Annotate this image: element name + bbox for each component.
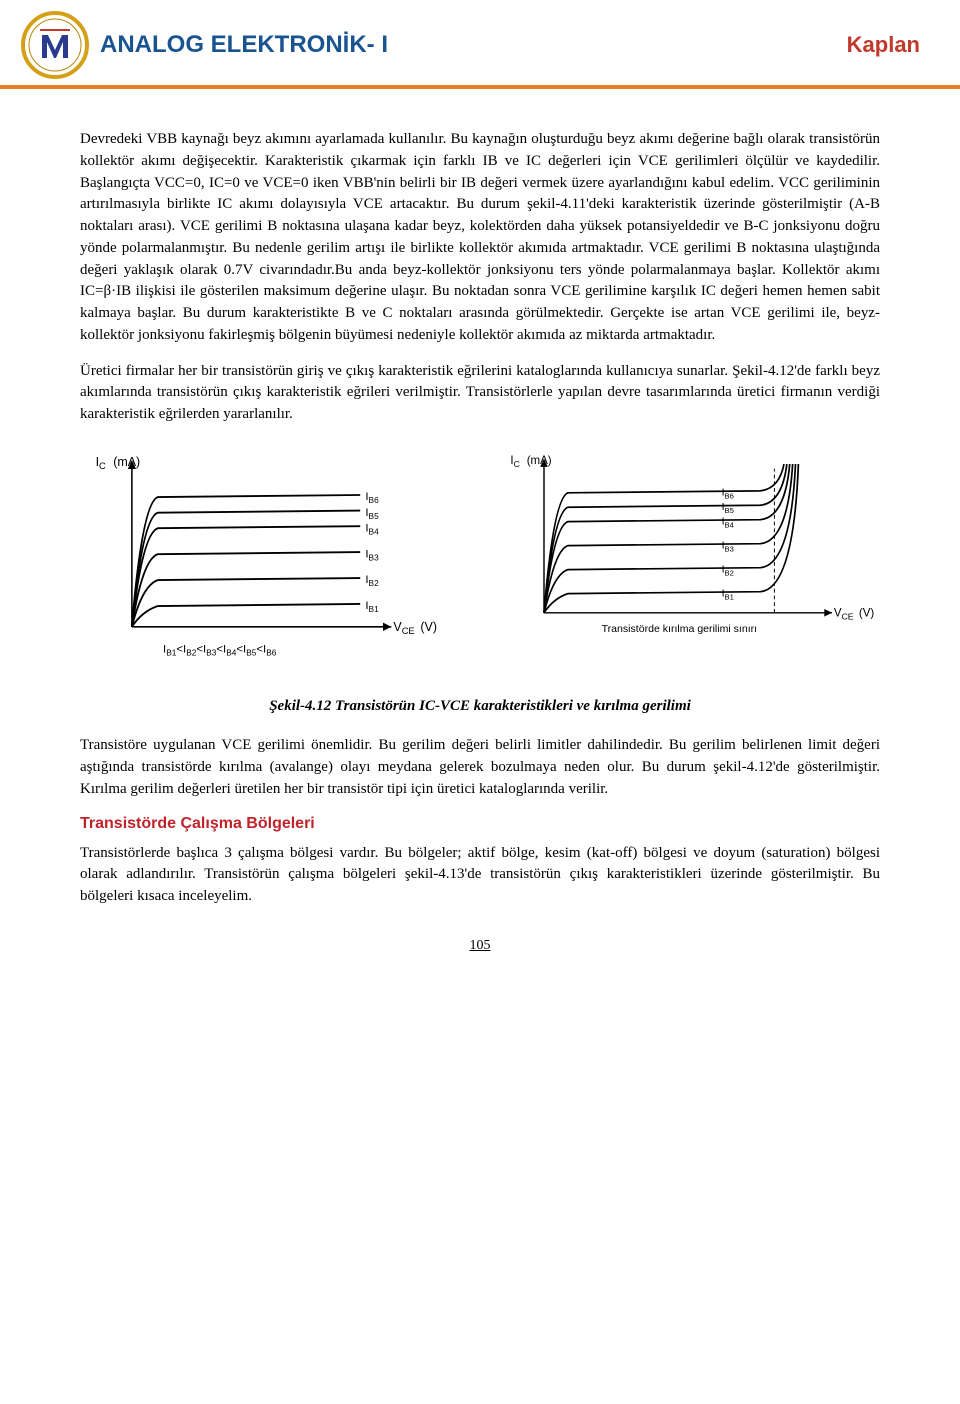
chart-right: IC (mA) VCE (V) IB6IB5IB4 IB3 IB2 IB1 Transist… — [496, 440, 880, 679]
figure-caption: Şekil-4.12 Transistörün IC-VCE karakteri… — [80, 698, 880, 715]
svg-text:IB2: IB2 — [365, 574, 379, 588]
svg-text:IB5: IB5 — [722, 501, 734, 515]
svg-text:VCE: VCE — [393, 620, 414, 636]
svg-text:IB1<IB2<IB3<IB4<IB5<IB6: IB1<IB2<IB3<IB4<IB5<IB6 — [163, 643, 277, 657]
svg-text:(mA): (mA) — [527, 455, 552, 467]
header-left: ANALOG ELEKTRONİK- I — [20, 10, 388, 80]
svg-text:IB1: IB1 — [722, 587, 734, 601]
svg-text:Transistörde kırılma gerilimi: Transistörde kırılma gerilimi sınırı — [602, 623, 758, 635]
svg-text:IC: IC — [510, 455, 519, 469]
svg-text:IB4: IB4 — [365, 522, 379, 536]
svg-text:IB2: IB2 — [722, 563, 734, 577]
author-name: Kaplan — [847, 32, 920, 58]
svg-text:IB6: IB6 — [722, 486, 734, 500]
paragraph-2: Üretici firmalar her bir transistörün gi… — [80, 361, 880, 426]
paragraph-4: Transistörlerde başlıca 3 çalışma bölges… — [80, 843, 880, 908]
paragraph-3: Transistöre uygulanan VCE gerilimi öneml… — [80, 735, 880, 800]
page-content: Devredeki VBB kaynağı beyz akımını ayarl… — [0, 89, 960, 974]
svg-text:IB3: IB3 — [365, 548, 379, 562]
chart-left: IC (mA) VCE (V) IB6 IB5IB4 IB3 IB2 IB1 IB1<IB2<… — [80, 440, 464, 679]
svg-text:IB6: IB6 — [365, 491, 379, 505]
svg-text:IB1: IB1 — [365, 600, 379, 614]
figures-row: IC (mA)VCE (V)IB6IB5IB4IB3IB2IB1IB1<IB2<… — [80, 440, 880, 679]
university-logo-icon — [20, 10, 90, 80]
svg-text:(V): (V) — [859, 607, 875, 619]
svg-text:IB3: IB3 — [722, 539, 734, 553]
svg-text:IB4: IB4 — [722, 515, 735, 529]
paragraph-1: Devredeki VBB kaynağı beyz akımını ayarl… — [80, 129, 880, 347]
svg-text:IB5: IB5 — [365, 507, 379, 521]
course-title: ANALOG ELEKTRONİK- I — [100, 31, 388, 59]
svg-text:VCE: VCE — [834, 607, 854, 621]
svg-text:(mA): (mA) — [113, 455, 140, 469]
svg-text:IC: IC — [96, 455, 106, 471]
section-heading: Transistörde Çalışma Bölgeleri — [80, 815, 880, 833]
page-number: 105 — [80, 938, 880, 954]
page-header: ANALOG ELEKTRONİK- I Kaplan — [0, 0, 960, 89]
svg-text:(V): (V) — [420, 620, 437, 634]
